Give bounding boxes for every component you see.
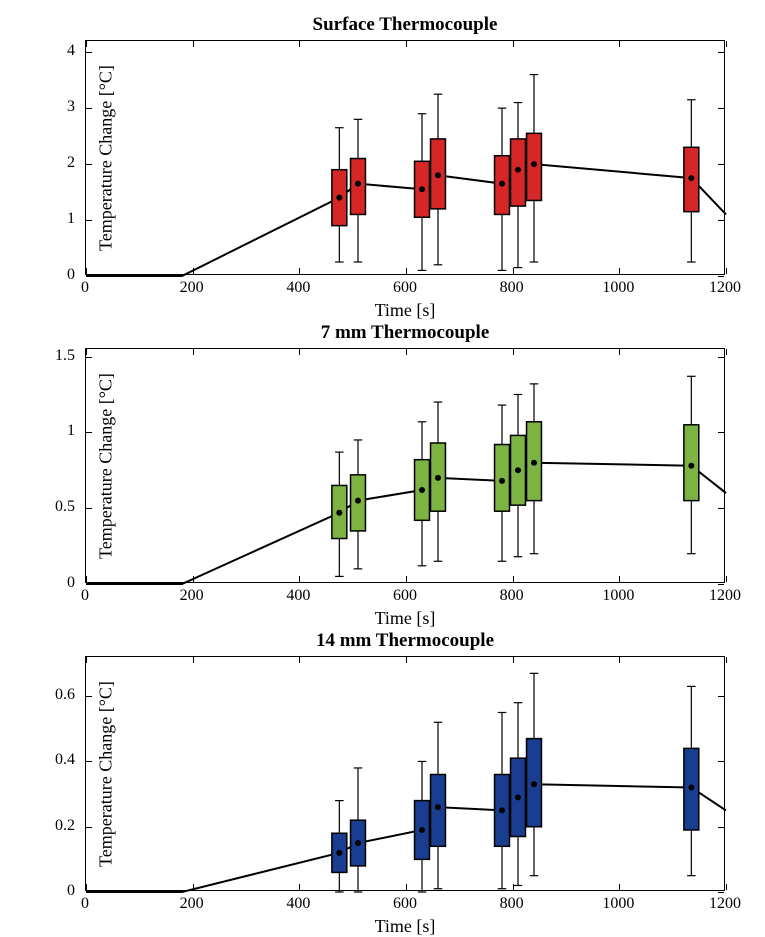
y-tick-label: 0 [67, 574, 75, 592]
x-tick-label: 200 [180, 895, 204, 913]
y-tick-label: 3 [67, 98, 75, 116]
x-axis-label: Time [s] [85, 300, 725, 321]
x-tick-label: 800 [500, 587, 524, 605]
median-marker [355, 840, 361, 846]
y-axis-label: Temperature Change [°C] [95, 65, 116, 251]
x-tick-label: 600 [393, 587, 417, 605]
x-tick-label: 1000 [602, 279, 634, 297]
y-tick-label: 1 [67, 210, 75, 228]
median-marker [499, 478, 505, 484]
panel-title: Surface Thermocouple [85, 14, 725, 36]
median-marker [688, 785, 694, 791]
x-tick-mark [726, 268, 727, 274]
plot-svg [86, 657, 724, 890]
y-tick-label: 0.4 [55, 751, 75, 769]
x-tick-label: 200 [180, 587, 204, 605]
y-tick-label: 1.5 [55, 347, 75, 365]
median-marker [336, 510, 342, 516]
median-marker [336, 195, 342, 201]
box [684, 425, 699, 501]
x-tick-label: 1200 [709, 587, 741, 605]
median-marker [435, 475, 441, 481]
x-tick-mark [726, 41, 727, 47]
x-tick-label: 0 [81, 587, 89, 605]
y-axis-label: Temperature Change [°C] [95, 681, 116, 867]
median-marker [688, 175, 694, 181]
plot-area [85, 656, 725, 891]
plot-svg [86, 41, 724, 274]
y-tick-label: 0.6 [55, 686, 75, 704]
y-tick-label: 0 [67, 266, 75, 284]
thermocouple-figure: Surface Thermocouple Temperature Change [… [0, 0, 765, 923]
y-tick-label: 4 [67, 42, 75, 60]
panel-surface: Surface ThermocoupleTemperature Change [… [85, 40, 725, 275]
median-marker [336, 850, 342, 856]
median-marker [531, 460, 537, 466]
x-tick-label: 800 [500, 279, 524, 297]
y-tick-label: 0.2 [55, 817, 75, 835]
median-marker [355, 181, 361, 187]
box [495, 445, 510, 512]
median-marker [531, 781, 537, 787]
x-tick-label: 400 [286, 587, 310, 605]
x-tick-label: 0 [81, 279, 89, 297]
y-tick-label: 0 [67, 882, 75, 900]
median-marker [499, 807, 505, 813]
median-line [86, 164, 726, 276]
x-tick-label: 200 [180, 279, 204, 297]
x-axis-label: Time [s] [85, 608, 725, 629]
y-tick-mark [718, 584, 724, 585]
y-tick-mark [718, 892, 724, 893]
x-tick-label: 0 [81, 895, 89, 913]
x-tick-label: 400 [286, 279, 310, 297]
x-tick-label: 600 [393, 279, 417, 297]
median-marker [435, 804, 441, 810]
y-tick-label: 2 [67, 154, 75, 172]
median-marker [355, 498, 361, 504]
median-marker [688, 463, 694, 469]
x-tick-label: 1000 [602, 587, 634, 605]
median-marker [515, 467, 521, 473]
median-marker [435, 172, 441, 178]
median-marker [515, 167, 521, 173]
x-tick-label: 800 [500, 895, 524, 913]
panel-title: 7 mm Thermocouple [85, 322, 725, 344]
plot-area [85, 40, 725, 275]
median-marker [515, 794, 521, 800]
median-marker [419, 487, 425, 493]
y-tick-label: 0.5 [55, 498, 75, 516]
x-tick-label: 600 [393, 895, 417, 913]
median-marker [499, 181, 505, 187]
panel-7mm: 7 mm ThermocoupleTemperature Change [°C]… [85, 348, 725, 583]
x-axis-label: Time [s] [85, 916, 725, 937]
y-axis-label: Temperature Change [°C] [95, 373, 116, 559]
y-tick-mark [718, 276, 724, 277]
median-marker [419, 186, 425, 192]
median-line [86, 784, 726, 892]
y-tick-label: 1 [67, 422, 75, 440]
x-tick-label: 400 [286, 895, 310, 913]
x-tick-mark [726, 884, 727, 890]
x-tick-label: 1200 [709, 279, 741, 297]
box [431, 775, 446, 847]
panel-14mm: 14 mm ThermocoupleTemperature Change [°C… [85, 656, 725, 891]
panel-title: 14 mm Thermocouple [85, 630, 725, 652]
median-line [86, 463, 726, 584]
median-marker [531, 161, 537, 167]
x-tick-label: 1000 [602, 895, 634, 913]
x-tick-label: 1200 [709, 895, 741, 913]
plot-area [85, 348, 725, 583]
x-tick-mark [726, 576, 727, 582]
x-tick-mark [726, 657, 727, 663]
median-marker [419, 827, 425, 833]
plot-svg [86, 349, 724, 582]
x-tick-mark [726, 349, 727, 355]
